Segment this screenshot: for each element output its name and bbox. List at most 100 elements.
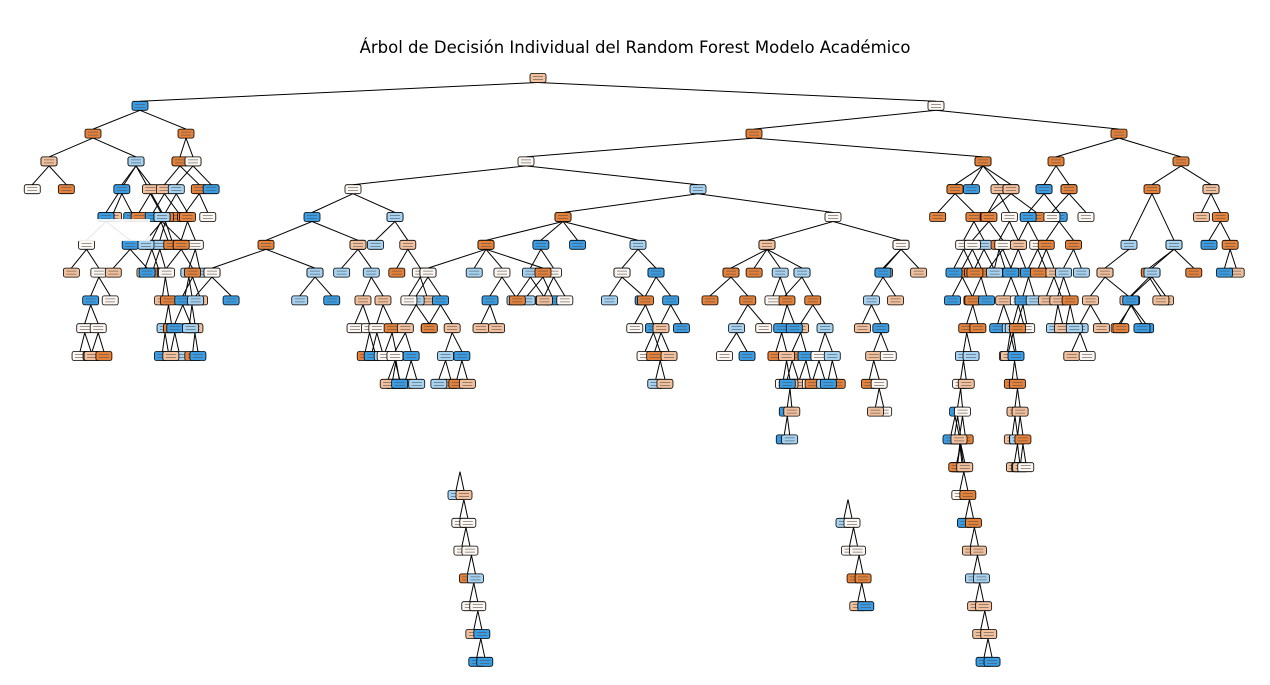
tree-node: [443, 323, 461, 334]
tree-edge: [1219, 221, 1231, 241]
tree-edge: [1224, 249, 1231, 269]
tree-edge: [857, 582, 863, 602]
tree-node: [344, 184, 362, 195]
tree-node: [432, 295, 449, 306]
tree-edge: [791, 332, 802, 352]
tree-node: [455, 490, 473, 500]
tree-node: [738, 351, 756, 361]
tree-edge: [987, 638, 993, 658]
tree-edge: [139, 109, 187, 130]
tree-node: [1030, 267, 1047, 278]
tree-node: [1011, 406, 1029, 417]
tree-edge: [1027, 193, 1045, 213]
tree-node: [203, 267, 221, 278]
tree-node: [101, 295, 119, 306]
tree-node: [306, 267, 324, 278]
tree-edge: [174, 304, 184, 324]
tree-edge: [188, 249, 196, 269]
tree-edge: [950, 415, 956, 436]
tree-node: [1202, 184, 1220, 195]
tree-node: [493, 267, 511, 278]
tree-node: [508, 295, 526, 306]
tree-node: [771, 267, 789, 278]
tree-edge: [525, 165, 699, 186]
tree-edge: [786, 360, 793, 380]
tree-edge: [184, 277, 190, 296]
tree-edge: [164, 304, 170, 324]
tree-node: [656, 378, 674, 389]
tree-edge: [652, 332, 661, 352]
tree-edge: [211, 248, 267, 269]
tree-node: [167, 184, 185, 195]
tree-node: [131, 100, 149, 111]
tree-edge: [959, 416, 963, 435]
tree-edge: [964, 499, 970, 519]
tree-edge: [966, 332, 972, 352]
tree-edge: [485, 248, 544, 269]
tree-node: [1165, 239, 1183, 250]
tree-edge: [526, 276, 544, 297]
tree-edge: [1037, 249, 1047, 269]
tree-node: [127, 156, 145, 167]
tree-edge: [188, 277, 193, 296]
tree-edge: [161, 221, 182, 241]
tree-node: [950, 434, 968, 445]
tree-edge: [843, 499, 849, 519]
tree-node: [534, 267, 552, 278]
tree-edge: [70, 248, 87, 269]
tree-edge: [960, 360, 964, 380]
tree-edge: [407, 249, 421, 269]
tree-node: [420, 323, 438, 334]
tree-edge: [983, 638, 989, 658]
tree-node: [797, 351, 815, 361]
tree-edge: [1090, 276, 1106, 297]
tree-edge: [182, 276, 194, 297]
tree-node: [716, 351, 733, 361]
tree-edge: [405, 360, 412, 380]
tree-edge: [129, 248, 148, 269]
tree-node: [182, 323, 199, 334]
tree-edge: [980, 610, 986, 630]
tree-edge: [530, 276, 544, 297]
tree-edge: [982, 165, 1012, 186]
tree-edge: [697, 193, 834, 213]
tree-edge: [960, 443, 966, 463]
tree-node: [854, 573, 872, 584]
tree-edge: [736, 332, 748, 352]
tree-node: [84, 128, 102, 139]
tree-node: [843, 517, 861, 528]
tree-node: [162, 351, 180, 361]
tree-edge: [194, 249, 200, 269]
tree-edge: [800, 332, 807, 352]
tree-edge: [621, 276, 644, 297]
tree-edge: [1046, 276, 1055, 297]
tree-edge: [562, 221, 639, 241]
tree-node: [660, 351, 678, 361]
tree-edge: [868, 360, 875, 380]
tree-edge: [562, 221, 578, 241]
tree-node: [975, 601, 993, 612]
tree-edge: [781, 332, 788, 352]
tree-node: [849, 545, 866, 556]
tree-node: [535, 295, 553, 306]
tree-node: [459, 517, 477, 528]
tree-node: [867, 406, 884, 417]
tree-edge: [144, 249, 153, 269]
tree-node: [1002, 267, 1020, 278]
tree-edge: [477, 610, 483, 630]
tree-node: [892, 239, 910, 250]
tree-edge: [476, 638, 482, 658]
tree-edge: [174, 332, 180, 352]
tree-node: [995, 295, 1013, 306]
tree-node: [62, 267, 80, 278]
tree-edge: [801, 276, 814, 297]
tree-edge: [736, 304, 749, 324]
tree-edge: [265, 221, 313, 241]
tree-edge: [972, 554, 978, 575]
tree-edge: [1148, 276, 1162, 297]
tree-node: [179, 212, 196, 222]
tree-edge: [489, 304, 498, 324]
tree-edge: [180, 249, 193, 269]
tree-edge: [952, 276, 963, 297]
tree-node: [160, 295, 177, 306]
